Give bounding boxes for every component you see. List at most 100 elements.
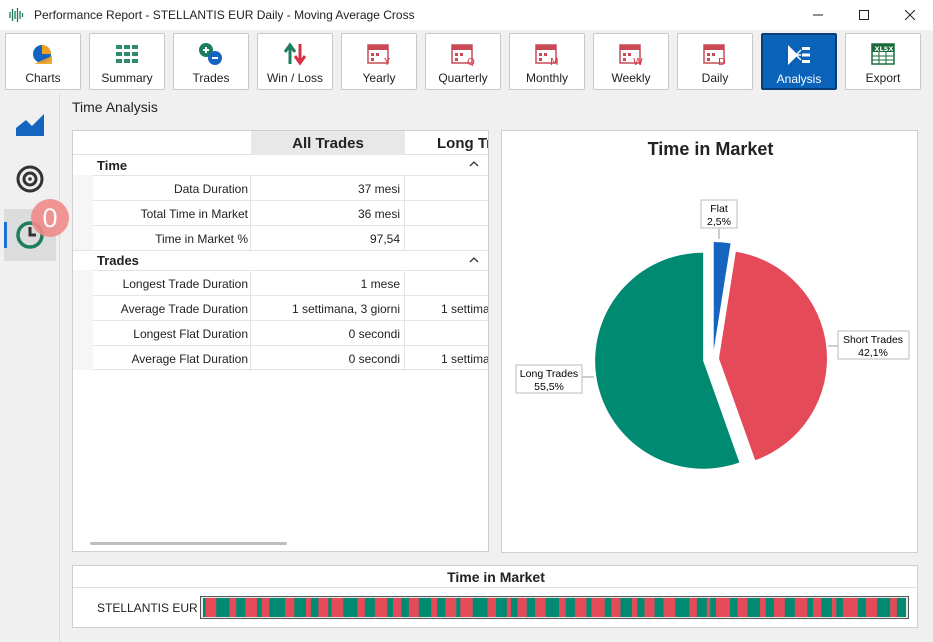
long-trades-value [405,201,488,226]
long-trade-segment [896,598,906,617]
long-trade-segment [620,598,633,617]
win-loss-label: Win / Loss [266,71,323,85]
trades-button[interactable]: Trades [173,33,249,90]
group-header-time[interactable]: Time [73,155,488,175]
short-trade-segment [487,598,497,617]
grid-icon [114,41,140,67]
long-trade-segment [328,598,332,617]
svg-text:D: D [718,57,726,66]
short-trade-segment [431,598,438,617]
daily-button[interactable]: D Daily [677,33,753,90]
flat-label-value: 2,5% [707,216,731,228]
table-row: Data Duration 37 mesi [93,175,488,201]
charts-button[interactable]: Charts [5,33,81,90]
long-trade-segment [836,598,844,617]
all-trades-value: 37 mesi [251,176,405,201]
calendar-q-icon: Q [450,41,476,67]
short-trade-segment [890,598,898,617]
short-trade-segment [737,598,748,617]
export-button[interactable]: XLSX Export [845,33,921,90]
maximize-button[interactable] [841,0,887,30]
export-label: Export [865,71,901,85]
pie-slice-flat[interactable] [713,242,731,351]
pie-chart-icon [30,41,56,67]
short-trade-segment [559,598,566,617]
summary-button[interactable]: Summary [89,33,165,90]
chevron-up-icon[interactable] [469,159,479,169]
app-logo-icon [9,8,24,22]
short-label-name: Short Trades [843,334,903,346]
long-trade-segment [765,598,775,617]
long-trade-segment [586,598,592,617]
long-trade-segment [807,598,814,617]
sidebar-item-target[interactable] [4,153,56,205]
sidebar-item-chart[interactable] [4,98,56,150]
svg-text:M: M [550,57,559,66]
short-trade-segment [759,598,766,617]
long-trades-value [405,226,488,251]
long-trade-segment [637,598,645,617]
short-trade-segment [591,598,605,617]
long-label-value: 55,5% [534,381,564,393]
column-all-trades[interactable]: All Trades [251,131,405,155]
yearly-button[interactable]: Y Yearly [341,33,417,90]
monthly-button[interactable]: M Monthly [509,33,585,90]
row-label: Average Flat Duration [93,346,251,371]
long-trade-segment [236,598,246,617]
analysis-button[interactable]: Analysis [761,33,837,90]
weekly-button[interactable]: W Weekly [593,33,669,90]
short-trade-segment [357,598,366,617]
short-trade-segment [305,598,312,617]
target-icon [16,165,44,193]
short-trade-segment [331,598,344,617]
minimize-button[interactable] [795,0,841,30]
long-trade-segment [710,598,717,617]
short-trade-segment [445,598,457,617]
short-trade-segment [229,598,237,617]
long-trade-segment [654,598,664,617]
all-trades-value: 36 mesi [251,201,405,226]
short-trade-segment [644,598,655,617]
short-trade-segment [706,598,711,617]
group-header-trades[interactable]: Trades [73,250,488,270]
long-trade-segment [203,598,206,617]
all-trades-value: 1 settimana, 3 giorni [251,296,405,321]
long-trade-segment [696,598,708,617]
row-label: Data Duration [93,176,251,201]
long-trade-segment [269,598,286,617]
calendar-y-icon: Y [366,41,392,67]
pie-slice-long-trades[interactable] [595,252,740,469]
strip-title: Time in Market [73,566,919,588]
maximize-icon [859,10,869,20]
short-trade-segment [832,598,837,617]
short-trade-segment [285,598,295,617]
short-trade-segment [794,598,808,617]
long-trade-segment [747,598,761,617]
chevron-up-icon[interactable] [469,255,479,265]
row-label: Average Trade Duration [93,296,251,321]
table-row: Average Flat Duration 0 secondi 1 settim… [93,345,488,371]
long-trade-segment [418,598,432,617]
summary-label: Summary [101,71,153,85]
page-title: Time Analysis [72,99,158,115]
quarterly-button[interactable]: Q Quarterly [425,33,501,90]
long-label-name: Long Trades [520,368,578,380]
win-loss-button[interactable]: Win / Loss [257,33,333,90]
long-trade-segment [216,598,230,617]
short-trade-segment [408,598,419,617]
time-in-market-strip-panel: Time in Market STELLANTIS EUR [72,565,919,628]
long-trade-segment [343,598,358,617]
area-chart-icon [16,114,44,136]
long-trade-segment [456,598,461,617]
pie-slice-short-trades[interactable] [718,251,827,461]
long-trades-data-label: Long Trades 55,5% [515,364,583,394]
long-trade-segment [545,598,560,617]
title-bar: Performance Report - STELLANTIS EUR Dail… [0,0,933,30]
column-long-trades[interactable]: Long Trades [437,134,488,152]
close-button[interactable] [887,0,933,30]
xlsx-icon: XLSX [870,41,896,67]
horizontal-scrollbar[interactable] [90,542,287,545]
long-trade-segment [857,598,867,617]
short-trade-segment [534,598,546,617]
time-in-market-bars [203,598,906,617]
